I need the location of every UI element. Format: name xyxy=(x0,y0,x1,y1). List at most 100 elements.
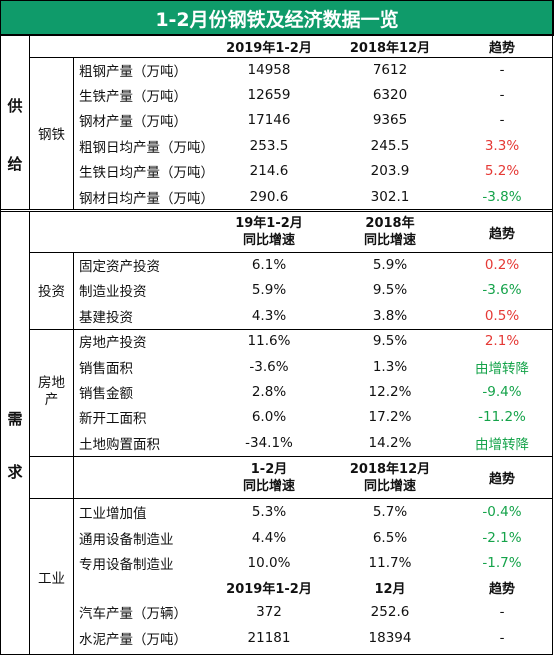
grid-line xyxy=(30,497,552,499)
row-label: 水泥产量（万吨） xyxy=(79,631,187,648)
col-header-trend: 趋势 xyxy=(488,472,515,488)
col-header-previous: 12月 xyxy=(374,582,406,598)
trend-value: -0.4% xyxy=(482,504,522,521)
grid-line xyxy=(73,252,74,654)
row-label: 生铁产量（万吨） xyxy=(79,89,187,106)
col-header-previous: 2018年 同比增速 xyxy=(330,212,450,252)
value-current: 5.9% xyxy=(251,282,287,299)
value-previous: 17.2% xyxy=(368,409,412,426)
value-previous: 9.5% xyxy=(372,282,408,299)
trend-value: -11.2% xyxy=(478,409,526,426)
value-current: 12659 xyxy=(247,87,291,104)
col-header-previous-line-1: 2018年 xyxy=(365,216,415,232)
value-current: -34.1% xyxy=(245,434,293,451)
col-header-current: 19年1-2月 同比增速 xyxy=(218,212,320,252)
row-label: 新开工面积 xyxy=(79,411,147,428)
col-header-trend: 趋势 xyxy=(488,226,515,242)
col-header-current: 1-2月 同比增速 xyxy=(218,458,320,498)
row-label: 土地购置面积 xyxy=(79,436,160,453)
row-label: 销售金额 xyxy=(79,386,133,403)
value-current: 14958 xyxy=(247,61,291,78)
value-current: 21181 xyxy=(247,629,291,646)
grid-line xyxy=(30,455,552,457)
value-current: 17146 xyxy=(247,112,291,129)
grid-line xyxy=(0,211,552,213)
trend-value: -3.6% xyxy=(482,282,522,299)
row-label: 销售面积 xyxy=(79,360,133,377)
demand-side-label-1: 需 xyxy=(7,409,23,428)
row-label: 固定资产投资 xyxy=(79,259,160,276)
grid-line xyxy=(30,252,552,254)
value-previous: 9.5% xyxy=(372,333,408,350)
col-header-current-line-1: 19年1-2月 xyxy=(235,216,303,232)
col-header-previous: 2018年12月 同比增速 xyxy=(330,458,450,498)
trend-value: -1.7% xyxy=(482,555,522,572)
col-header-previous-line-2: 同比增速 xyxy=(363,233,416,249)
value-current: 4.4% xyxy=(251,529,287,546)
grid-line xyxy=(0,0,1,654)
trend-value: - xyxy=(499,112,505,129)
value-current: 5.3% xyxy=(251,504,287,521)
trend-value: 0.2% xyxy=(484,257,520,274)
value-current: 4.3% xyxy=(251,307,287,324)
value-current: 6.0% xyxy=(251,409,287,426)
value-previous: 11.7% xyxy=(368,555,412,572)
trend-value: -9.4% xyxy=(482,384,522,401)
group-label-real-estate: 房地产 xyxy=(30,329,73,456)
col-header-current: 2019年1-2月 xyxy=(226,40,312,56)
value-current: 372 xyxy=(256,604,282,621)
value-previous: 252.6 xyxy=(370,604,410,621)
group-label-investment: 投资 xyxy=(38,284,65,301)
col-header-current: 2019年1-2月 xyxy=(226,582,312,598)
value-previous: 5.7% xyxy=(372,504,408,521)
row-label: 制造业投资 xyxy=(79,284,147,301)
col-header-previous-line-2: 同比增速 xyxy=(363,478,416,494)
row-label: 基建投资 xyxy=(79,309,133,326)
row-label: 专用设备制造业 xyxy=(79,557,174,574)
col-header-current-line-2: 同比增速 xyxy=(242,478,295,494)
col-header-trend: 趋势 xyxy=(488,582,515,598)
row-label: 粗钢产量（万吨） xyxy=(79,63,187,80)
row-label: 钢材产量（万吨） xyxy=(79,114,187,131)
trend-value: 3.3% xyxy=(484,137,520,154)
value-previous: 14.2% xyxy=(368,434,412,451)
value-current: 6.1% xyxy=(251,257,287,274)
row-label: 房地产投资 xyxy=(79,335,147,352)
trend-value: 5.2% xyxy=(484,163,520,180)
trend-value: - xyxy=(499,61,505,78)
supply-side-label-2: 给 xyxy=(7,154,23,173)
value-current: 2.8% xyxy=(251,384,287,401)
value-current: 11.6% xyxy=(247,333,291,350)
trend-value: 0.5% xyxy=(484,307,520,324)
value-previous: 6.5% xyxy=(372,529,408,546)
value-current: -3.6% xyxy=(249,358,289,375)
value-previous: 18394 xyxy=(368,629,412,646)
row-label: 生铁日均产量（万吨） xyxy=(79,165,214,182)
row-label: 工业增加值 xyxy=(79,506,147,523)
value-previous: 1.3% xyxy=(372,358,408,375)
value-previous: 245.5 xyxy=(370,137,410,154)
grid-line xyxy=(0,654,553,655)
trend-value: - xyxy=(499,604,505,621)
trend-value: 由增转降 xyxy=(475,436,529,453)
row-label: 粗钢日均产量（万吨） xyxy=(79,139,214,156)
trend-value: 由增转降 xyxy=(475,360,529,377)
trend-value: -2.1% xyxy=(482,529,522,546)
row-label: 汽车产量（万辆） xyxy=(79,606,187,623)
grid-line xyxy=(29,212,30,654)
value-current: 10.0% xyxy=(247,555,291,572)
grid-line xyxy=(552,0,553,654)
col-header-trend: 趋势 xyxy=(488,40,515,56)
value-previous: 12.2% xyxy=(368,384,412,401)
row-label: 通用设备制造业 xyxy=(79,531,174,548)
group-label-real-estate-line-1: 房地 xyxy=(38,375,65,392)
value-previous: 3.8% xyxy=(372,307,408,324)
col-header-current-line-2: 同比增速 xyxy=(242,233,295,249)
value-previous: 203.9 xyxy=(370,163,410,180)
table-title: 1-2月份钢铁及经济数据一览 xyxy=(0,0,554,36)
col-header-current-line-1: 1-2月 xyxy=(250,461,288,477)
value-current: 253.5 xyxy=(249,137,289,154)
grid-line xyxy=(30,328,552,330)
trend-value: -3.8% xyxy=(482,188,522,205)
